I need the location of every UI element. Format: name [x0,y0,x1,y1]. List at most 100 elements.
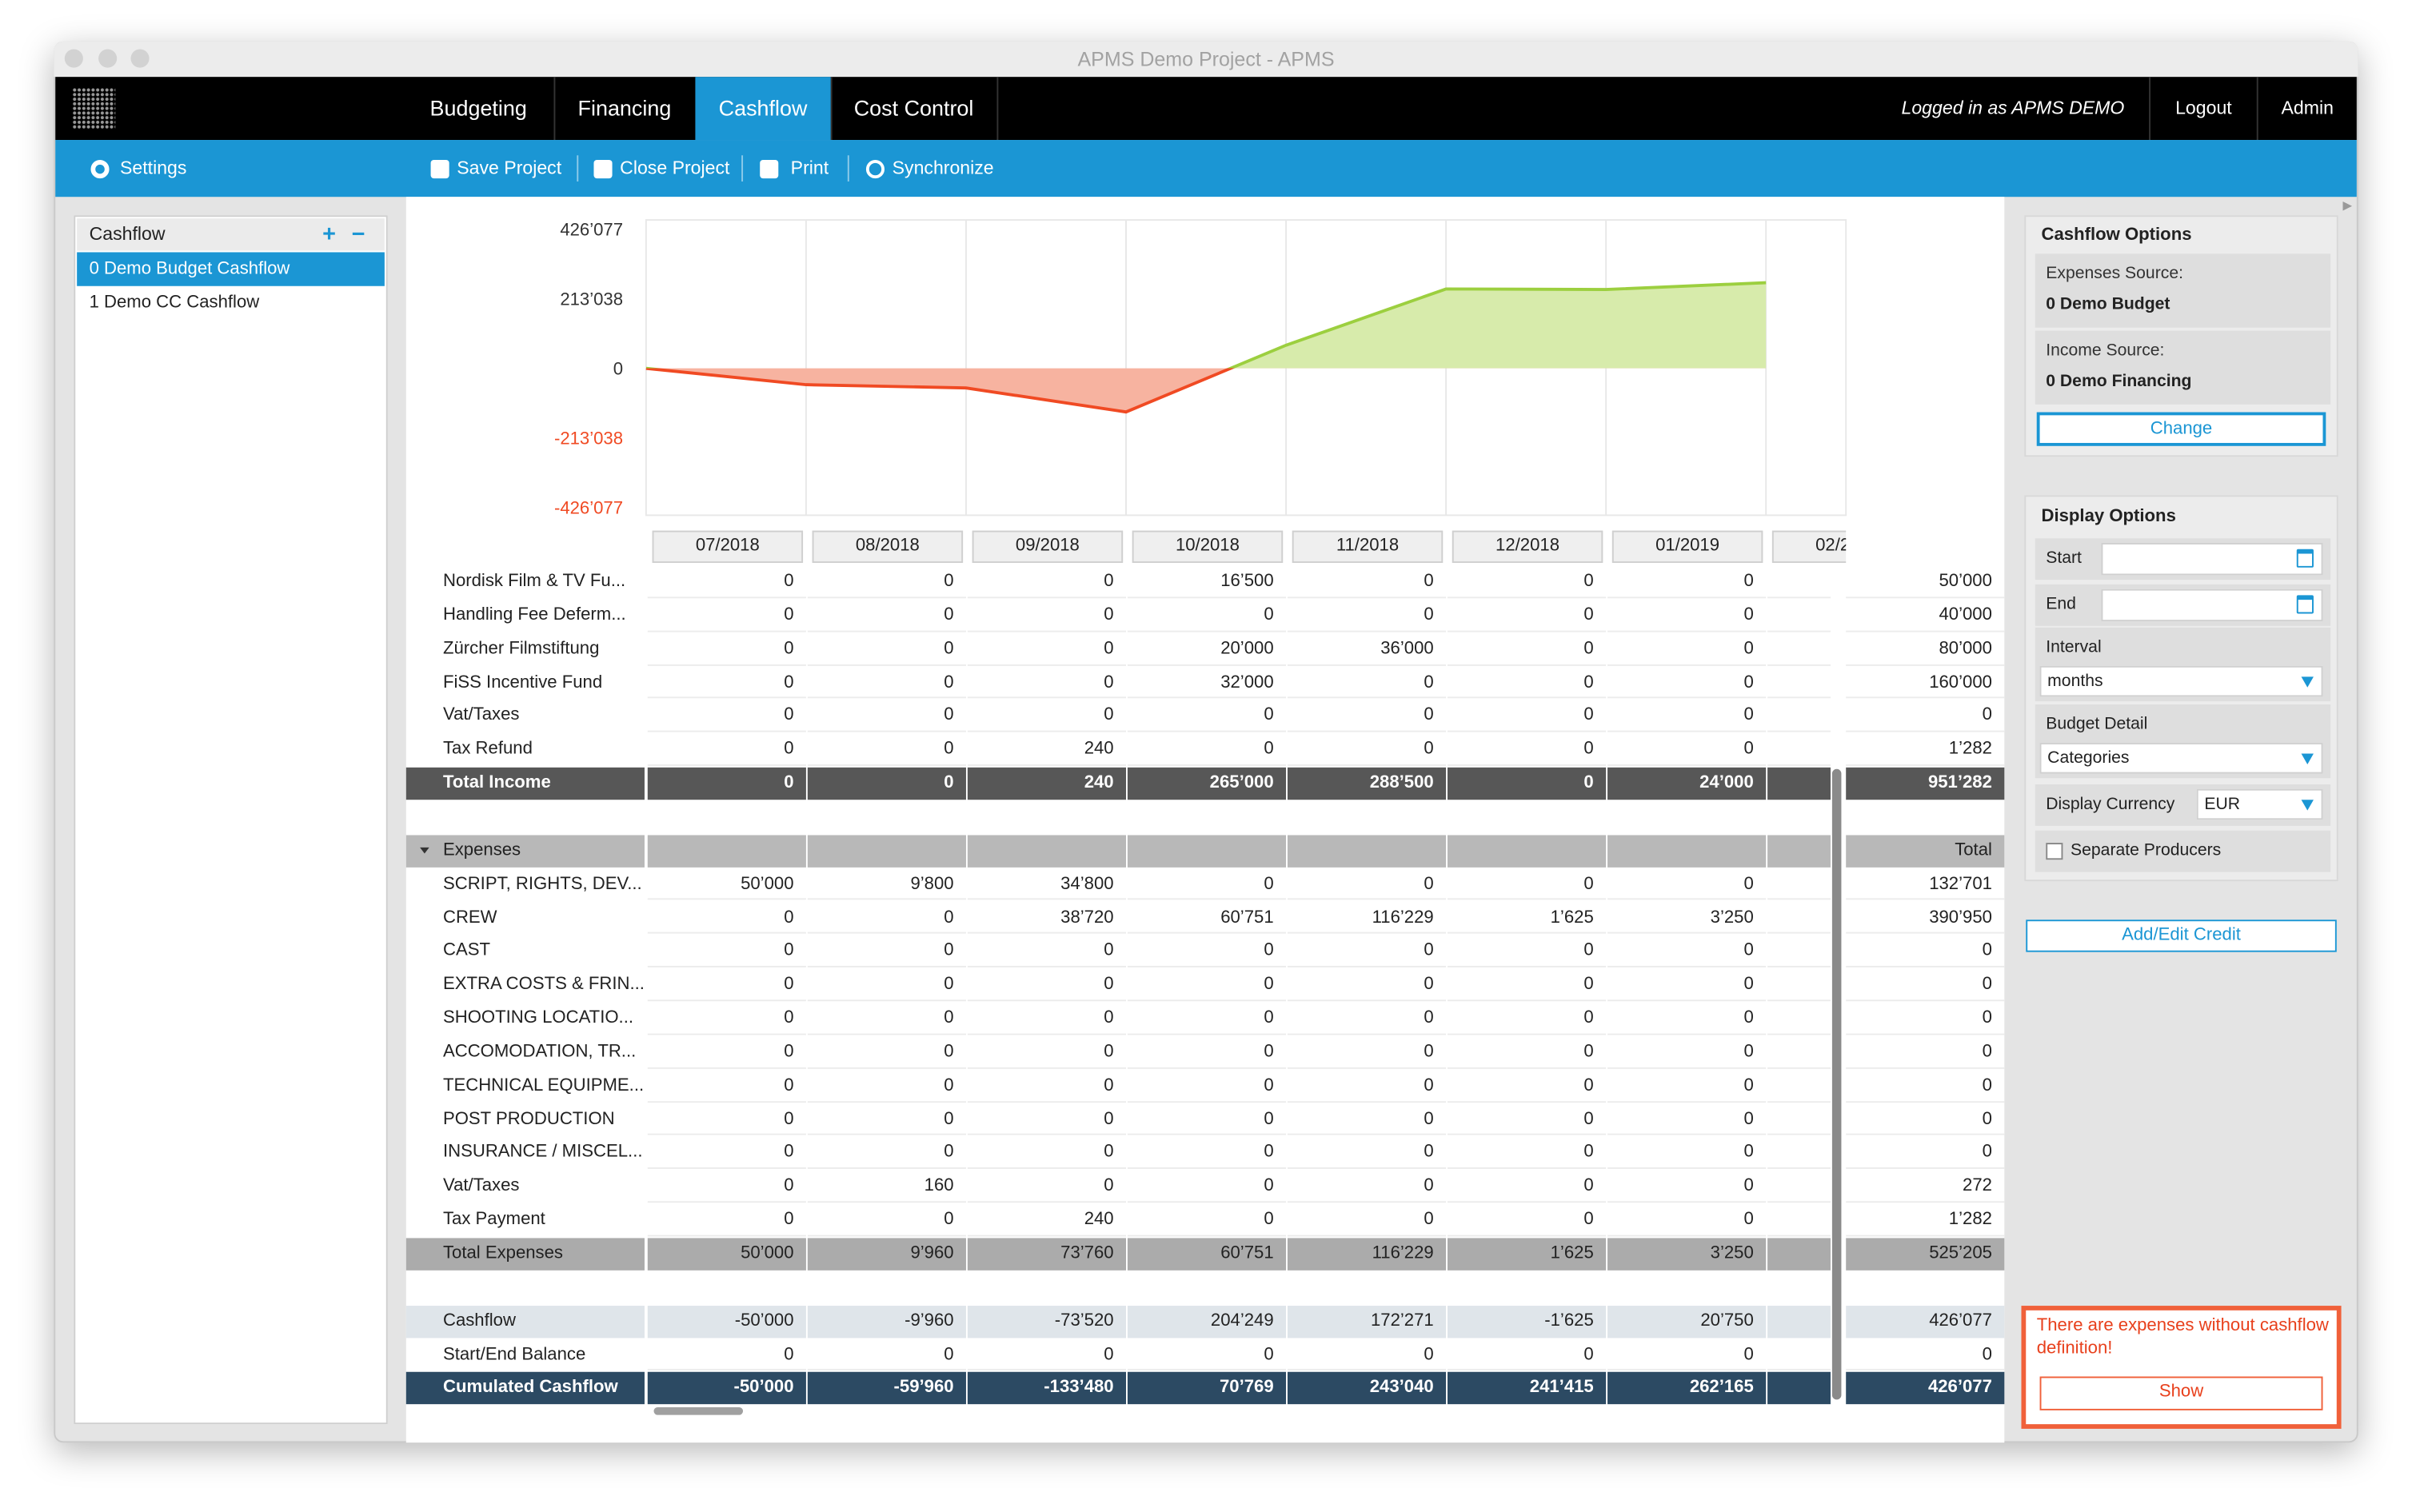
column-header[interactable]: 01/2019 [1611,530,1763,564]
column-header[interactable]: 11/2018 [1292,530,1444,564]
column-header[interactable]: 07/2018 [652,530,804,564]
table-cell [1127,734,1287,767]
table-cell [1287,633,1447,665]
table-cell [1448,835,1607,868]
toolbar-button[interactable]: Save Project [457,157,562,179]
total-cell [1846,1238,2005,1271]
credit-button[interactable]: Add/Edit Credit [2026,920,2337,952]
select-arrow [2301,676,2314,688]
table-cell [1448,1372,1607,1405]
table-cell [1767,936,1831,968]
table-value: 0 [1264,605,1274,624]
sidebar-item[interactable]: 0 Demo Budget Cashflow [77,252,385,286]
window-control[interactable] [64,49,83,68]
vertical-scrollbar[interactable] [1831,768,1842,1400]
checkbox[interactable] [2046,843,2063,860]
table-value: 0 [1743,975,1754,994]
show-button[interactable]: Show [2039,1376,2323,1410]
calendar-icon[interactable] [2296,595,2314,614]
total-cell [1846,1204,2005,1237]
table-value: 0 [1424,1042,1434,1062]
row-label: Vat/Taxes [442,706,520,725]
nav-link[interactable]: Admin [2281,97,2334,119]
column-header[interactable]: 02/2019 [1771,530,1847,564]
nav-tab[interactable]: Budgeting [429,95,527,121]
row-total: 426’077 [1929,1311,1992,1330]
table-value: 60’751 [1220,908,1274,927]
row-label-cell [405,768,645,800]
remove-button[interactable]: − [351,221,365,248]
change-button[interactable]: Change [2036,412,2326,446]
total-cell [1846,1036,2005,1069]
nav-tab[interactable]: Financing [577,95,672,121]
table-value: 16’500 [1220,572,1274,591]
table-value: 24’000 [1699,773,1754,792]
table-value: 0 [1424,706,1434,725]
date-input[interactable] [2101,588,2323,622]
toolbar-button[interactable]: Synchronize [892,157,994,179]
row-total: 160’000 [1929,672,1992,692]
table-cell [1127,868,1287,901]
column-header[interactable]: 12/2018 [1452,530,1603,564]
total-cell [1846,1070,2005,1103]
table-cell [1767,633,1831,665]
toolbar-button[interactable]: Close Project [620,157,730,179]
table-cell [1127,1137,1287,1170]
table-value: 0 [1104,1008,1114,1027]
table-value: 60’751 [1220,1244,1274,1263]
table-value: 116’229 [1372,1244,1434,1263]
sidebar-item[interactable]: 1 Demo CC Cashflow [89,293,260,313]
row-total: 1’282 [1948,1211,1992,1230]
calendar-icon[interactable] [2296,549,2314,568]
warning-box [2021,1306,2342,1429]
table-value: 204’249 [1210,1311,1274,1330]
nav-tab[interactable]: Cost Control [853,95,974,121]
row-label-cell [405,1238,645,1271]
table-value: 0 [1104,941,1114,960]
table-value: 0 [784,1075,794,1095]
toolbar-button[interactable]: Print [790,157,829,179]
collapse-icon[interactable] [2342,201,2353,211]
table-value: 0 [1583,605,1594,624]
table-cell [1287,1305,1447,1338]
table-value: 0 [944,639,954,658]
column-header[interactable]: 08/2018 [812,530,964,564]
nav-link[interactable]: Logout [2175,97,2232,119]
table-value: 240 [1084,1211,1114,1230]
window-control[interactable] [130,49,150,68]
add-button[interactable]: + [322,221,337,248]
row-total: 0 [1982,1008,1992,1027]
table-value: 0 [1104,1345,1114,1364]
table-cell [1287,936,1447,968]
column-header[interactable]: 10/2018 [1132,530,1284,564]
select-box[interactable] [2039,665,2323,697]
window-control[interactable] [98,49,118,68]
table-cell [1448,1338,1607,1371]
toolbar-button[interactable]: Settings [120,157,187,179]
table-cell [1767,1372,1831,1405]
table-value: 20’750 [1700,1311,1754,1330]
table-cell [1127,768,1287,800]
total-cell [1846,1171,2005,1203]
table-value: 0 [944,1042,954,1062]
table-cell [967,734,1127,767]
table-cell [647,1103,806,1136]
table-value: 0 [1583,1075,1594,1095]
table-cell [1127,969,1287,1002]
select-box[interactable] [2039,743,2323,774]
table-cell [967,936,1127,968]
table-cell [807,600,966,632]
table-cell [1448,600,1607,632]
column-header[interactable]: 09/2018 [972,530,1124,564]
table-value: 0 [1424,874,1434,893]
horizontal-scrollbar[interactable] [653,1407,744,1415]
table-cell [967,1238,1127,1271]
expand-toggle[interactable] [420,847,429,854]
toolbar-separator [741,155,744,182]
table-cell [1767,1103,1831,1136]
total-cell [1846,633,2005,665]
date-input[interactable] [2101,542,2323,576]
row-label: SCRIPT, RIGHTS, DEV... [442,874,642,893]
nav-tab[interactable]: Cashflow [695,77,831,141]
table-value: 0 [944,740,954,759]
